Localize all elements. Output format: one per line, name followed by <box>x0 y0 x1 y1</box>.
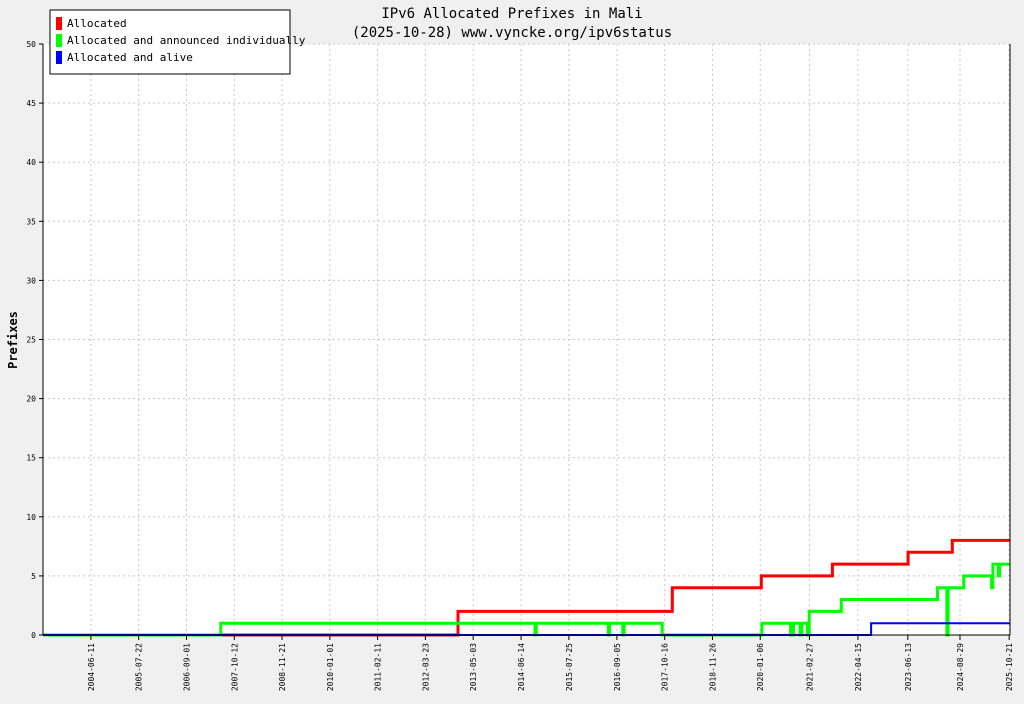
x-tick-label: 2020-01-06 <box>756 643 765 691</box>
x-tick-label: 2023-06-13 <box>904 643 913 691</box>
y-tick-label: 35 <box>26 217 36 226</box>
x-tick-label: 2005-07-22 <box>135 643 144 691</box>
x-tick-label: 2021-02-27 <box>805 643 814 691</box>
legend-swatch <box>56 17 62 30</box>
y-axis-label: Prefixes <box>6 311 20 369</box>
legend: Allocated Allocated and announced individ… <box>49 9 306 75</box>
x-tick-label: 2017-10-16 <box>661 643 670 691</box>
legend-box <box>49 9 291 75</box>
chart-title: IPv6 Allocated Prefixes in Mali <box>381 6 642 22</box>
x-tick-label: 2007-10-12 <box>230 643 239 691</box>
y-tick-label: 40 <box>26 158 36 167</box>
tick-labels: 0 5 10 15 20 25 30 35 40 45 50 2004-06-11 2005-07-22… <box>26 40 1014 691</box>
y-tick-label: 5 <box>31 572 36 581</box>
y-tick-label: 10 <box>26 513 36 522</box>
x-tick-label: 2015-07-25 <box>565 643 574 691</box>
y-tick-label: 30 <box>26 276 36 285</box>
legend-swatch <box>56 51 62 64</box>
grid-lines <box>43 43 1010 635</box>
legend-label: Allocated and alive <box>67 51 193 64</box>
x-tick-label: 2013-05-03 <box>469 643 478 691</box>
x-tick-label: 2025-10-21 <box>1005 643 1014 691</box>
x-tick-label: 2018-11-26 <box>708 643 717 691</box>
x-tick-label: 2010-01-01 <box>326 643 335 691</box>
y-tick-label: 25 <box>26 336 36 345</box>
x-tick-label: 2004-06-11 <box>87 643 96 691</box>
x-tick-label: 2016-09-05 <box>613 643 622 691</box>
x-tick-label: 2011-02-11 <box>374 643 383 691</box>
x-tick-label: 2014-06-14 <box>517 643 526 691</box>
x-tick-label: 2012-03-23 <box>421 643 430 691</box>
legend-swatch <box>56 34 62 47</box>
legend-label: Allocated <box>67 17 127 30</box>
y-tick-label: 20 <box>26 395 36 404</box>
series-line-1 <box>43 538 1010 637</box>
chart-subtitle: (2025-10-28) www.vyncke.org/ipv6status <box>352 25 672 41</box>
y-tick-label: 50 <box>26 40 36 49</box>
x-tick-label: 2022-04-15 <box>854 643 863 691</box>
x-tick-label: 2006-09-01 <box>182 643 191 691</box>
x-tick-label: 2024-08-29 <box>956 643 965 691</box>
y-tick-label: 45 <box>26 99 36 108</box>
axes <box>39 43 1011 640</box>
x-tick-label: 2008-11-21 <box>278 643 287 691</box>
y-tick-label: 0 <box>31 631 36 640</box>
y-tick-label: 15 <box>26 454 36 463</box>
legend-label: Allocated and announced individually <box>67 34 306 47</box>
